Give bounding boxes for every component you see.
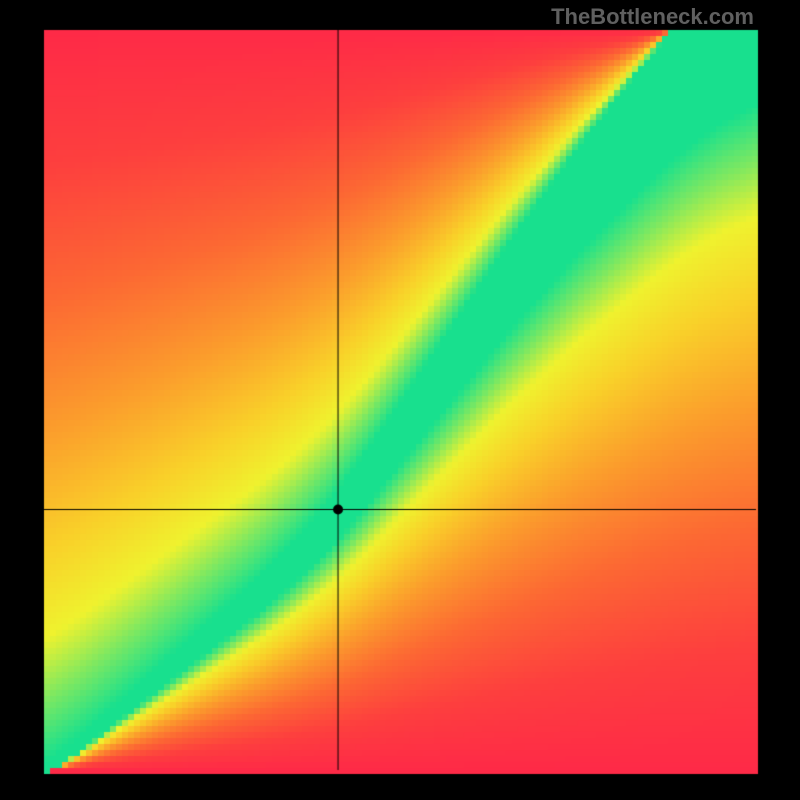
heatmap-canvas <box>0 0 800 800</box>
watermark-text: TheBottleneck.com <box>551 4 754 30</box>
chart-container: TheBottleneck.com <box>0 0 800 800</box>
